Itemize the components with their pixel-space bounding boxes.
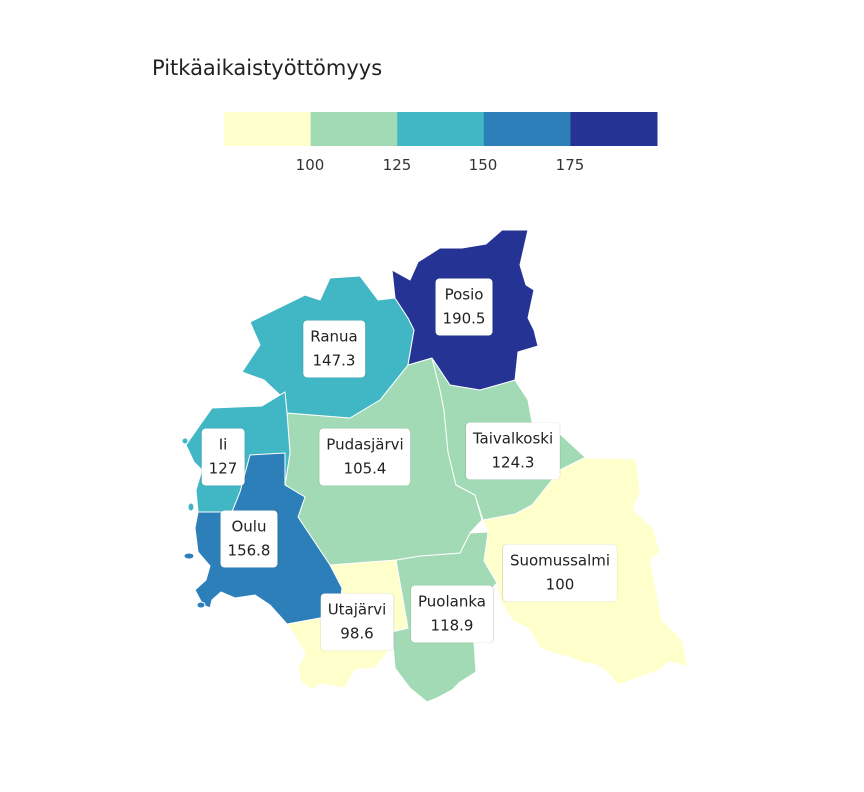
region-label-puolanka: Puolanka 118.9 — [411, 585, 493, 643]
legend-title: Pitkäaikaistyöttömyys — [152, 56, 383, 80]
legend-tick-label: 150 — [468, 156, 498, 174]
region-name: Utajärvi — [327, 600, 387, 619]
region-value: 98.6 — [340, 624, 374, 643]
region-name: Taivalkoski — [472, 429, 554, 448]
region-name: Ranua — [310, 327, 358, 346]
legend-bin — [224, 112, 312, 146]
region-value: 190.5 — [442, 309, 486, 328]
region-label-utajarvi: Utajärvi 98.6 — [320, 593, 394, 651]
region-label-ranua: Ranua 147.3 — [303, 320, 365, 378]
legend-bin — [570, 112, 658, 146]
region-name: Suomussalmi — [509, 551, 611, 570]
region-label-suomussalmi: Suomussalmi 100 — [502, 544, 618, 602]
legend-tick-label: 125 — [382, 156, 412, 174]
region-name: Pudasjärvi — [326, 435, 404, 454]
region-name: Ii — [218, 435, 228, 454]
region-label-posio: Posio 190.5 — [435, 278, 493, 336]
legend-bin — [483, 112, 571, 146]
region-name: Puolanka — [418, 592, 486, 611]
legend-bin — [310, 112, 398, 146]
legend-bin — [397, 112, 485, 146]
region-value: 147.3 — [312, 351, 356, 370]
legend-tick-label: 175 — [555, 156, 585, 174]
region-name: Oulu — [231, 517, 267, 536]
region-name: Posio — [444, 285, 484, 304]
region-value: 124.3 — [491, 453, 535, 472]
region-value: 118.9 — [430, 616, 474, 635]
region-value: 156.8 — [227, 541, 271, 560]
coast-islands — [181, 437, 206, 609]
region-value: 105.4 — [343, 459, 387, 478]
region-label-pudasjarvi: Pudasjärvi 105.4 — [319, 428, 411, 486]
region-label-ii: Ii 127 — [201, 428, 245, 486]
region-label-taivalkoski: Taivalkoski 124.3 — [465, 422, 561, 480]
region-label-oulu: Oulu 156.8 — [220, 510, 278, 568]
region-value: 100 — [545, 575, 575, 594]
legend-tick-label: 100 — [295, 156, 325, 174]
region-value: 127 — [208, 459, 238, 478]
legend-color-bar — [224, 112, 658, 146]
